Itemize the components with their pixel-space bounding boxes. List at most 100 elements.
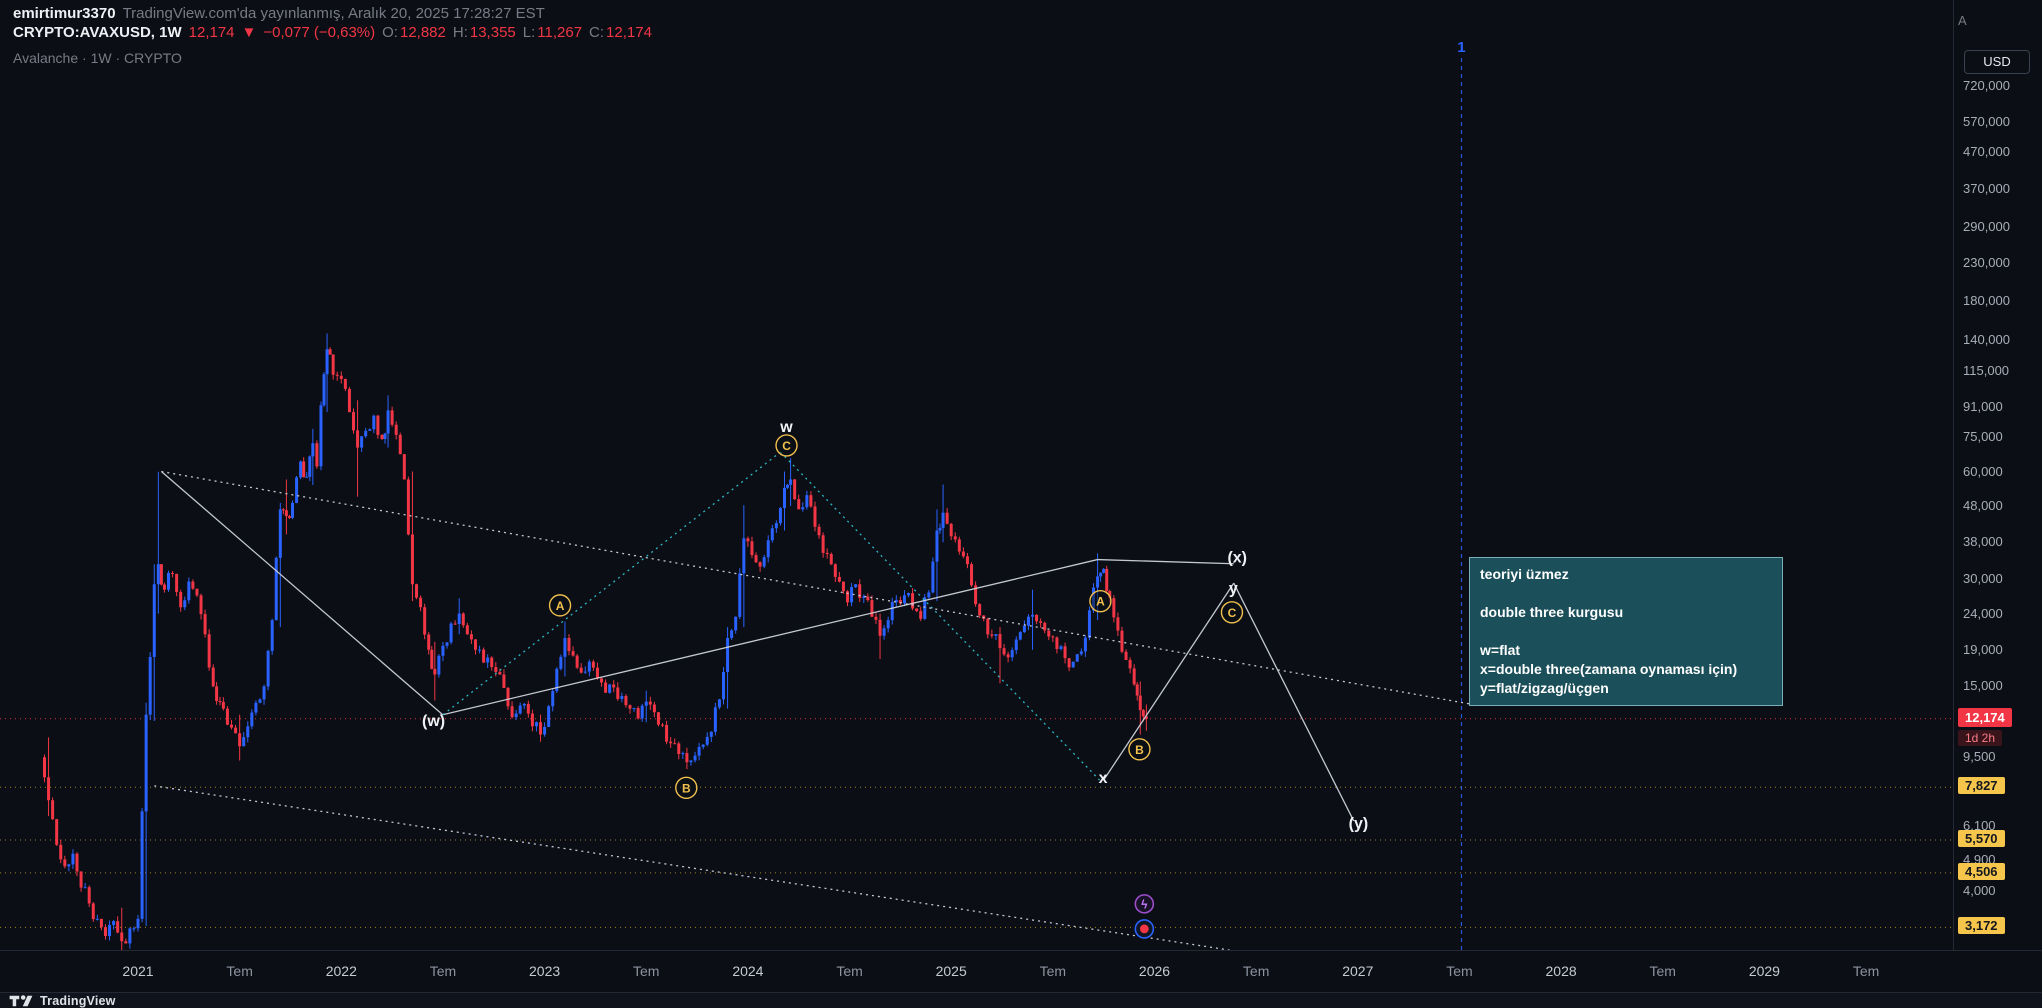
time-tick-2027: 2027 [1342,963,1374,979]
candle-body [1087,610,1091,638]
trendline-white-solid[interactable] [1103,582,1235,781]
candle-body [1067,658,1071,668]
candle-body [305,476,309,478]
alert-price-tag[interactable]: 3,172 [1958,917,2005,935]
wave-label[interactable]: (w) [422,713,445,730]
alert-price-tag[interactable]: 7,827 [1958,777,2005,795]
candle-body [600,678,604,683]
candle-body [874,616,878,620]
candle-body [656,712,660,725]
price-tick: 4,000 [1963,883,1996,899]
candle-body [579,667,583,673]
candle-body [461,613,465,626]
price-tick: 230,000 [1963,255,2010,271]
candle-body [465,625,469,635]
currency-toggle-button[interactable]: USD [1964,50,2030,74]
chart-area[interactable]: 1 (w) w x y (x) (y) A B C A B Cϟ [0,0,1953,950]
candle-body [457,613,461,624]
candle-body [766,540,770,558]
candle-body [669,741,673,744]
circled-wave-label[interactable]: B [675,776,698,800]
candle-body [821,535,825,553]
wave-label[interactable]: w [779,419,793,436]
candle-body [555,668,559,692]
candle-body [571,651,575,656]
trendline-cyan-dotted[interactable] [779,451,1101,781]
price-tick: 48,000 [1963,498,2003,514]
footer-brand[interactable]: TradingView [40,993,116,1008]
candle-body [75,853,79,872]
candle-body [793,479,797,500]
candle-body [522,703,526,706]
candle-body [608,684,612,693]
circled-wave-label[interactable]: C [775,434,798,457]
candle-body [829,553,833,565]
low-value: L: 11,267 [522,24,583,41]
time-tick-2025: 2025 [935,963,967,979]
candle-body [632,708,636,710]
alert-price-tag[interactable]: 5,570 [1958,830,2005,848]
circled-wave-label[interactable]: A [1089,589,1112,613]
candle-body [356,430,360,448]
candle-body [902,595,906,604]
candle-body [383,433,387,439]
trendline-white-solid[interactable] [442,558,1098,716]
wave-label[interactable]: y [1229,581,1238,598]
note-line: x=double three(zamana oynaması için) [1480,661,1738,677]
price-tick: 370,000 [1963,181,2010,197]
wave-label[interactable]: x [1099,770,1108,787]
candle-body [697,746,701,756]
wave-label[interactable]: (x) [1227,549,1247,566]
candle-body [665,724,669,742]
candle-body [230,724,234,728]
candle-body [246,726,250,738]
wave-label[interactable]: (y) [1349,815,1369,832]
candle-body [575,655,579,668]
marker-ring [1134,894,1155,914]
candle-body [758,562,762,567]
candle-body [563,638,567,657]
trendline-white-dotted[interactable] [161,470,1470,705]
time-axis[interactable]: 2021 Tem 2022 Tem 2023 Tem 2024 Tem 2025 Tem 2026 T… [0,950,2042,993]
candle-body [380,434,384,439]
alert-price-tag[interactable]: 4,506 [1958,862,2005,880]
author-name: emirtimur3370 [13,5,116,22]
candle-body [322,374,326,406]
lightning-marker-icon[interactable]: ϟ [1134,894,1155,914]
candle-body [813,506,817,527]
symbol-interval[interactable]: CRYPTO:AVAXUSD, 1W [13,24,182,41]
price-axis[interactable]: USD 720,000 570,000 470,000 370,000 290,000 2… [1953,0,2042,950]
siren-marker-icon[interactable] [1134,919,1155,939]
circled-wave-label[interactable]: C [1220,601,1244,624]
candle-body [347,388,351,413]
tradingview-logo-icon[interactable] [8,994,34,1008]
candle-body [961,551,965,557]
candle-body [817,526,821,536]
wave-letter: A [1096,595,1105,609]
trendline-white-dotted[interactable] [154,785,1406,950]
candle-body [364,430,368,437]
candle-body [547,706,551,727]
candle-body [59,844,63,860]
circled-wave-label[interactable]: A [548,594,572,617]
candle-body [693,755,697,761]
annotation-note[interactable]: teoriyi üzmez double three kurgusu w=fla… [1469,557,1783,706]
candle-body [805,495,809,508]
symbol-bar: CRYPTO:AVAXUSD, 1W 12,174 ▼ −0,077 (−0,6… [13,24,652,41]
candle-body [132,928,136,930]
candle-body [526,703,530,714]
candle-body [915,608,919,612]
candle-body [539,722,543,735]
candle-body [878,619,882,636]
trendline-white-solid[interactable] [1097,558,1234,565]
candle-body [144,714,148,812]
candle-body [152,584,156,657]
candle-body [63,859,67,867]
price-tick: 9,500 [1963,749,1996,765]
time-tick-2029: 2029 [1748,963,1780,979]
circled-wave-label[interactable]: B [1128,738,1151,761]
auto-scale-label[interactable]: A [1958,13,1967,28]
chart-legend[interactable]: Avalanche · 1W · CRYPTO [13,50,182,66]
trendline-white-solid[interactable] [1233,582,1355,822]
trendline-white-solid[interactable] [160,471,444,716]
